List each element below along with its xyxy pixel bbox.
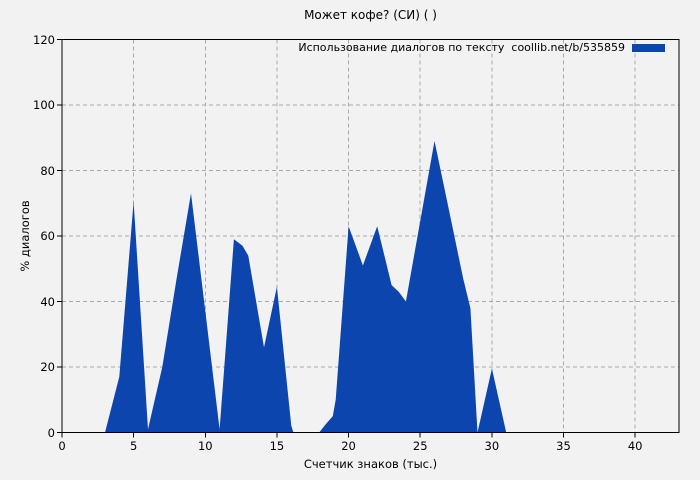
chart-title: Может кофе? (СИ) ( ) bbox=[304, 8, 437, 22]
y-tick-label: 100 bbox=[33, 98, 55, 112]
legend-swatch-icon bbox=[632, 43, 665, 52]
x-axis-label: Счетчик знаков (тыс.) bbox=[303, 457, 438, 471]
y-tick-label: 80 bbox=[40, 163, 55, 178]
y-axis-label: % диалогов bbox=[18, 200, 32, 272]
x-tick-label: 10 bbox=[197, 439, 213, 453]
y-tick-label: 40 bbox=[40, 294, 55, 309]
legend: Использование диалогов по тексту coollib… bbox=[298, 41, 665, 54]
x-tick-label: 5 bbox=[129, 439, 138, 453]
x-tick-label: 0 bbox=[58, 439, 66, 453]
y-tick-label: 120 bbox=[33, 32, 55, 47]
x-tick-label: 15 bbox=[269, 439, 285, 453]
legend-label: Использование диалогов по тексту coollib… bbox=[298, 41, 625, 54]
area-series bbox=[62, 141, 679, 433]
x-tick-label: 40 bbox=[627, 439, 643, 453]
y-tick-label: 60 bbox=[40, 229, 55, 243]
y-tick-label: 20 bbox=[40, 360, 55, 374]
x-tick-label: 25 bbox=[412, 439, 428, 453]
x-tick-label: 30 bbox=[484, 439, 500, 453]
y-tick-label: 0 bbox=[47, 425, 55, 440]
x-tick-label: 35 bbox=[556, 439, 571, 453]
x-tick-label: 20 bbox=[341, 439, 356, 453]
